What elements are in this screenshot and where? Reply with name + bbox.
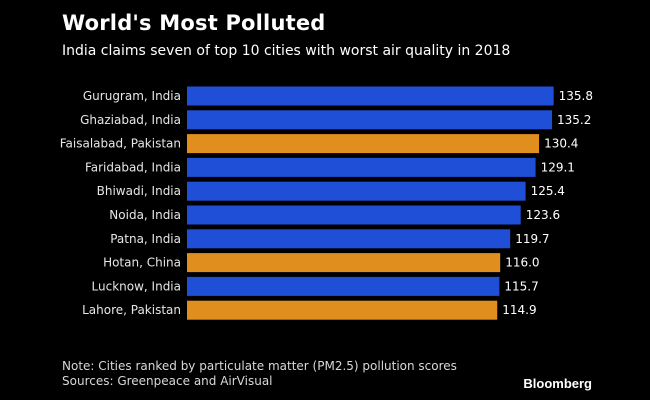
bar (187, 86, 554, 106)
value-label: 129.1 (541, 160, 575, 174)
value-label: 130.4 (544, 137, 578, 151)
bar (187, 157, 536, 177)
value-label: 115.7 (504, 279, 538, 293)
chart-title: World's Most Polluted (62, 11, 326, 35)
category-label: Patna, India (110, 232, 181, 246)
bar (187, 134, 540, 154)
value-label: 119.7 (515, 232, 549, 246)
category-label: Noida, India (109, 208, 181, 222)
bar (187, 229, 511, 249)
value-label: 116.0 (505, 256, 539, 270)
bloomberg-logo: Bloomberg (523, 376, 592, 391)
category-label: Gurugram, India (83, 89, 181, 103)
value-label: 114.9 (502, 303, 536, 317)
value-label: 125.4 (531, 184, 565, 198)
chart-sources: Sources: Greenpeace and AirVisual (62, 374, 273, 388)
bar (187, 253, 501, 273)
bar (187, 181, 526, 201)
category-label: Faisalabad, Pakistan (60, 137, 181, 151)
bar (187, 300, 498, 320)
bar (187, 205, 521, 225)
category-label: Hotan, China (103, 256, 181, 270)
chart-note: Note: Cities ranked by particulate matte… (62, 359, 457, 373)
category-label: Lucknow, India (92, 279, 181, 293)
bar (187, 276, 500, 296)
chart-subtitle: India claims seven of top 10 cities with… (62, 43, 511, 59)
value-label: 135.2 (557, 113, 591, 127)
value-label: 135.8 (559, 89, 593, 103)
category-label: Lahore, Pakistan (82, 303, 181, 317)
category-label: Bhiwadi, India (97, 184, 181, 198)
category-label: Faridabad, India (85, 160, 181, 174)
value-label: 123.6 (526, 208, 560, 222)
bar (187, 110, 553, 130)
category-label: Ghaziabad, India (80, 113, 181, 127)
